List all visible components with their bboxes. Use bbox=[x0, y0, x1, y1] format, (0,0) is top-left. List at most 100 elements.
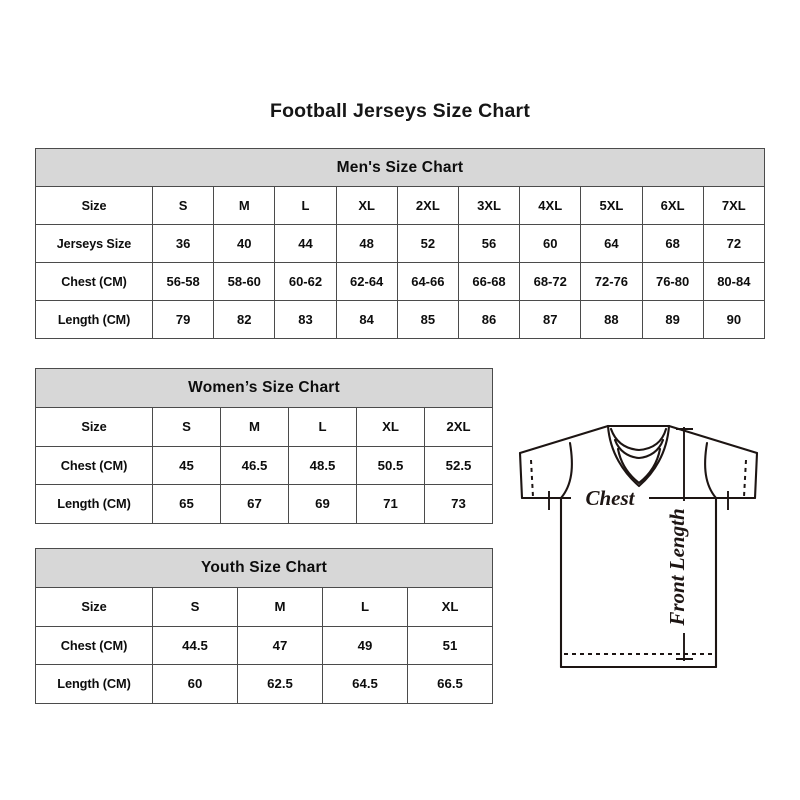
table-cell: 85 bbox=[396, 300, 459, 339]
table-row: Chest (CM) 45 46.5 48.5 50.5 52.5 bbox=[35, 445, 494, 485]
table-cell: 64 bbox=[580, 224, 643, 263]
vneck-inner-stitch bbox=[616, 447, 662, 485]
womens-size-chart-table: Women’s Size Chart Size S M L XL 2XL Che… bbox=[34, 368, 494, 524]
table-cell: 69 bbox=[288, 484, 357, 524]
table-cell: 88 bbox=[580, 300, 643, 339]
table-cell: 64.5 bbox=[322, 664, 408, 704]
row-label-jerseys-size: Jerseys Size bbox=[35, 224, 153, 263]
table-cell: 66.5 bbox=[406, 664, 494, 704]
jersey-outline-svg: Chest Front Length bbox=[518, 424, 759, 669]
table-cell: L bbox=[274, 186, 337, 225]
table-cell: 86 bbox=[457, 300, 521, 339]
left-cuff-stitch-dashes bbox=[530, 459, 534, 498]
table-cell: 44.5 bbox=[152, 625, 238, 665]
table-cell: 76-80 bbox=[641, 262, 704, 301]
left-armhole-seam bbox=[559, 441, 573, 500]
table-header-row: Women’s Size Chart bbox=[34, 368, 494, 408]
table-cell: M bbox=[220, 407, 289, 447]
table-cell: 36 bbox=[151, 224, 215, 263]
right-shoulder-line bbox=[667, 424, 759, 455]
table-cell: 72 bbox=[702, 224, 765, 263]
table-cell: 80-84 bbox=[702, 262, 765, 301]
vneck-outer-edge bbox=[606, 424, 671, 488]
mens-table-title: Men's Size Chart bbox=[35, 148, 765, 187]
table-cell: 58-60 bbox=[213, 262, 276, 301]
table-cell: 60 bbox=[152, 664, 238, 704]
mens-size-chart-table: Men's Size Chart Size S M L XL 2XL 3XL 4… bbox=[35, 148, 765, 339]
table-cell: XL bbox=[406, 587, 494, 627]
table-cell: 73 bbox=[423, 484, 494, 524]
table-cell: L bbox=[322, 587, 408, 627]
table-cell: 84 bbox=[335, 300, 398, 339]
table-cell: 49 bbox=[322, 625, 408, 665]
table-cell: 66-68 bbox=[457, 262, 521, 301]
table-cell: 60-62 bbox=[274, 262, 337, 301]
jersey-measurement-diagram: Chest Front Length bbox=[498, 405, 784, 690]
row-label-length: Length (CM) bbox=[35, 664, 153, 704]
womens-table-title: Women’s Size Chart bbox=[34, 368, 494, 408]
table-cell: 87 bbox=[519, 300, 582, 339]
table-cell: 2XL bbox=[423, 407, 494, 447]
table-cell: XL bbox=[335, 186, 398, 225]
row-label-chest: Chest (CM) bbox=[35, 445, 153, 485]
table-row: Length (CM) 65 67 69 71 73 bbox=[35, 484, 494, 524]
table-cell: 56-58 bbox=[151, 262, 215, 301]
right-armhole-seam bbox=[704, 441, 718, 500]
table-cell: XL bbox=[356, 407, 425, 447]
table-row: Chest (CM) 44.5 47 49 51 bbox=[35, 625, 494, 665]
table-cell: S bbox=[152, 587, 238, 627]
table-cell: 47 bbox=[237, 625, 323, 665]
table-cell: 68 bbox=[641, 224, 704, 263]
table-row: Jerseys Size 36 40 44 48 52 56 60 64 68 … bbox=[35, 224, 765, 263]
table-cell: 6XL bbox=[641, 186, 704, 225]
table-cell: M bbox=[237, 587, 323, 627]
table-cell: 2XL bbox=[396, 186, 459, 225]
table-cell: 48.5 bbox=[288, 445, 357, 485]
youth-size-chart-table: Youth Size Chart Size S M L XL Chest (CM… bbox=[34, 548, 494, 704]
table-cell: 50.5 bbox=[356, 445, 425, 485]
table-cell: 4XL bbox=[519, 186, 582, 225]
table-cell: 79 bbox=[151, 300, 215, 339]
row-label-chest: Chest (CM) bbox=[35, 262, 153, 301]
table-header-row: Men's Size Chart bbox=[35, 148, 765, 187]
table-cell: S bbox=[151, 186, 215, 225]
table-cell: 83 bbox=[274, 300, 337, 339]
table-row: Length (CM) 60 62.5 64.5 66.5 bbox=[35, 664, 494, 704]
table-row: Size S M L XL bbox=[35, 587, 494, 627]
table-cell: S bbox=[152, 407, 221, 447]
collar-inner-curve-1 bbox=[609, 427, 668, 452]
table-cell: 62.5 bbox=[237, 664, 323, 704]
table-cell: 89 bbox=[641, 300, 704, 339]
row-label-size: Size bbox=[35, 186, 153, 225]
page-title: Football Jerseys Size Chart bbox=[269, 100, 531, 122]
table-cell: 44 bbox=[274, 224, 337, 263]
collar-inner-curve-2 bbox=[613, 438, 665, 460]
table-cell: 45 bbox=[152, 445, 221, 485]
row-label-chest: Chest (CM) bbox=[35, 625, 153, 665]
table-cell: 60 bbox=[519, 224, 582, 263]
table-cell: 62-64 bbox=[335, 262, 398, 301]
right-cuff-stitch-dashes bbox=[743, 459, 747, 498]
table-row: Length (CM) 79 82 83 84 85 86 87 88 89 9… bbox=[35, 300, 765, 339]
table-cell: 72-76 bbox=[580, 262, 643, 301]
table-row: Size S M L XL 2XL 3XL 4XL 5XL 6XL 7XL bbox=[35, 186, 765, 225]
table-cell: 64-66 bbox=[396, 262, 459, 301]
table-cell: 5XL bbox=[580, 186, 643, 225]
table-cell: 51 bbox=[406, 625, 494, 665]
row-label-length: Length (CM) bbox=[35, 484, 153, 524]
table-header-row: Youth Size Chart bbox=[34, 548, 494, 588]
table-cell: 48 bbox=[335, 224, 398, 263]
table-cell: L bbox=[288, 407, 357, 447]
table-cell: 67 bbox=[220, 484, 289, 524]
table-row: Chest (CM) 56-58 58-60 60-62 62-64 64-66… bbox=[35, 262, 765, 301]
table-cell: 71 bbox=[356, 484, 425, 524]
table-cell: 52.5 bbox=[423, 445, 494, 485]
left-sleeve-outer-edge bbox=[518, 451, 524, 500]
table-cell: 65 bbox=[152, 484, 221, 524]
table-cell: M bbox=[213, 186, 276, 225]
table-cell: 7XL bbox=[702, 186, 765, 225]
table-cell: 56 bbox=[457, 224, 521, 263]
table-cell: 90 bbox=[702, 300, 765, 339]
chest-label: Chest bbox=[585, 486, 635, 510]
front-length-label: Front Length bbox=[665, 508, 689, 626]
